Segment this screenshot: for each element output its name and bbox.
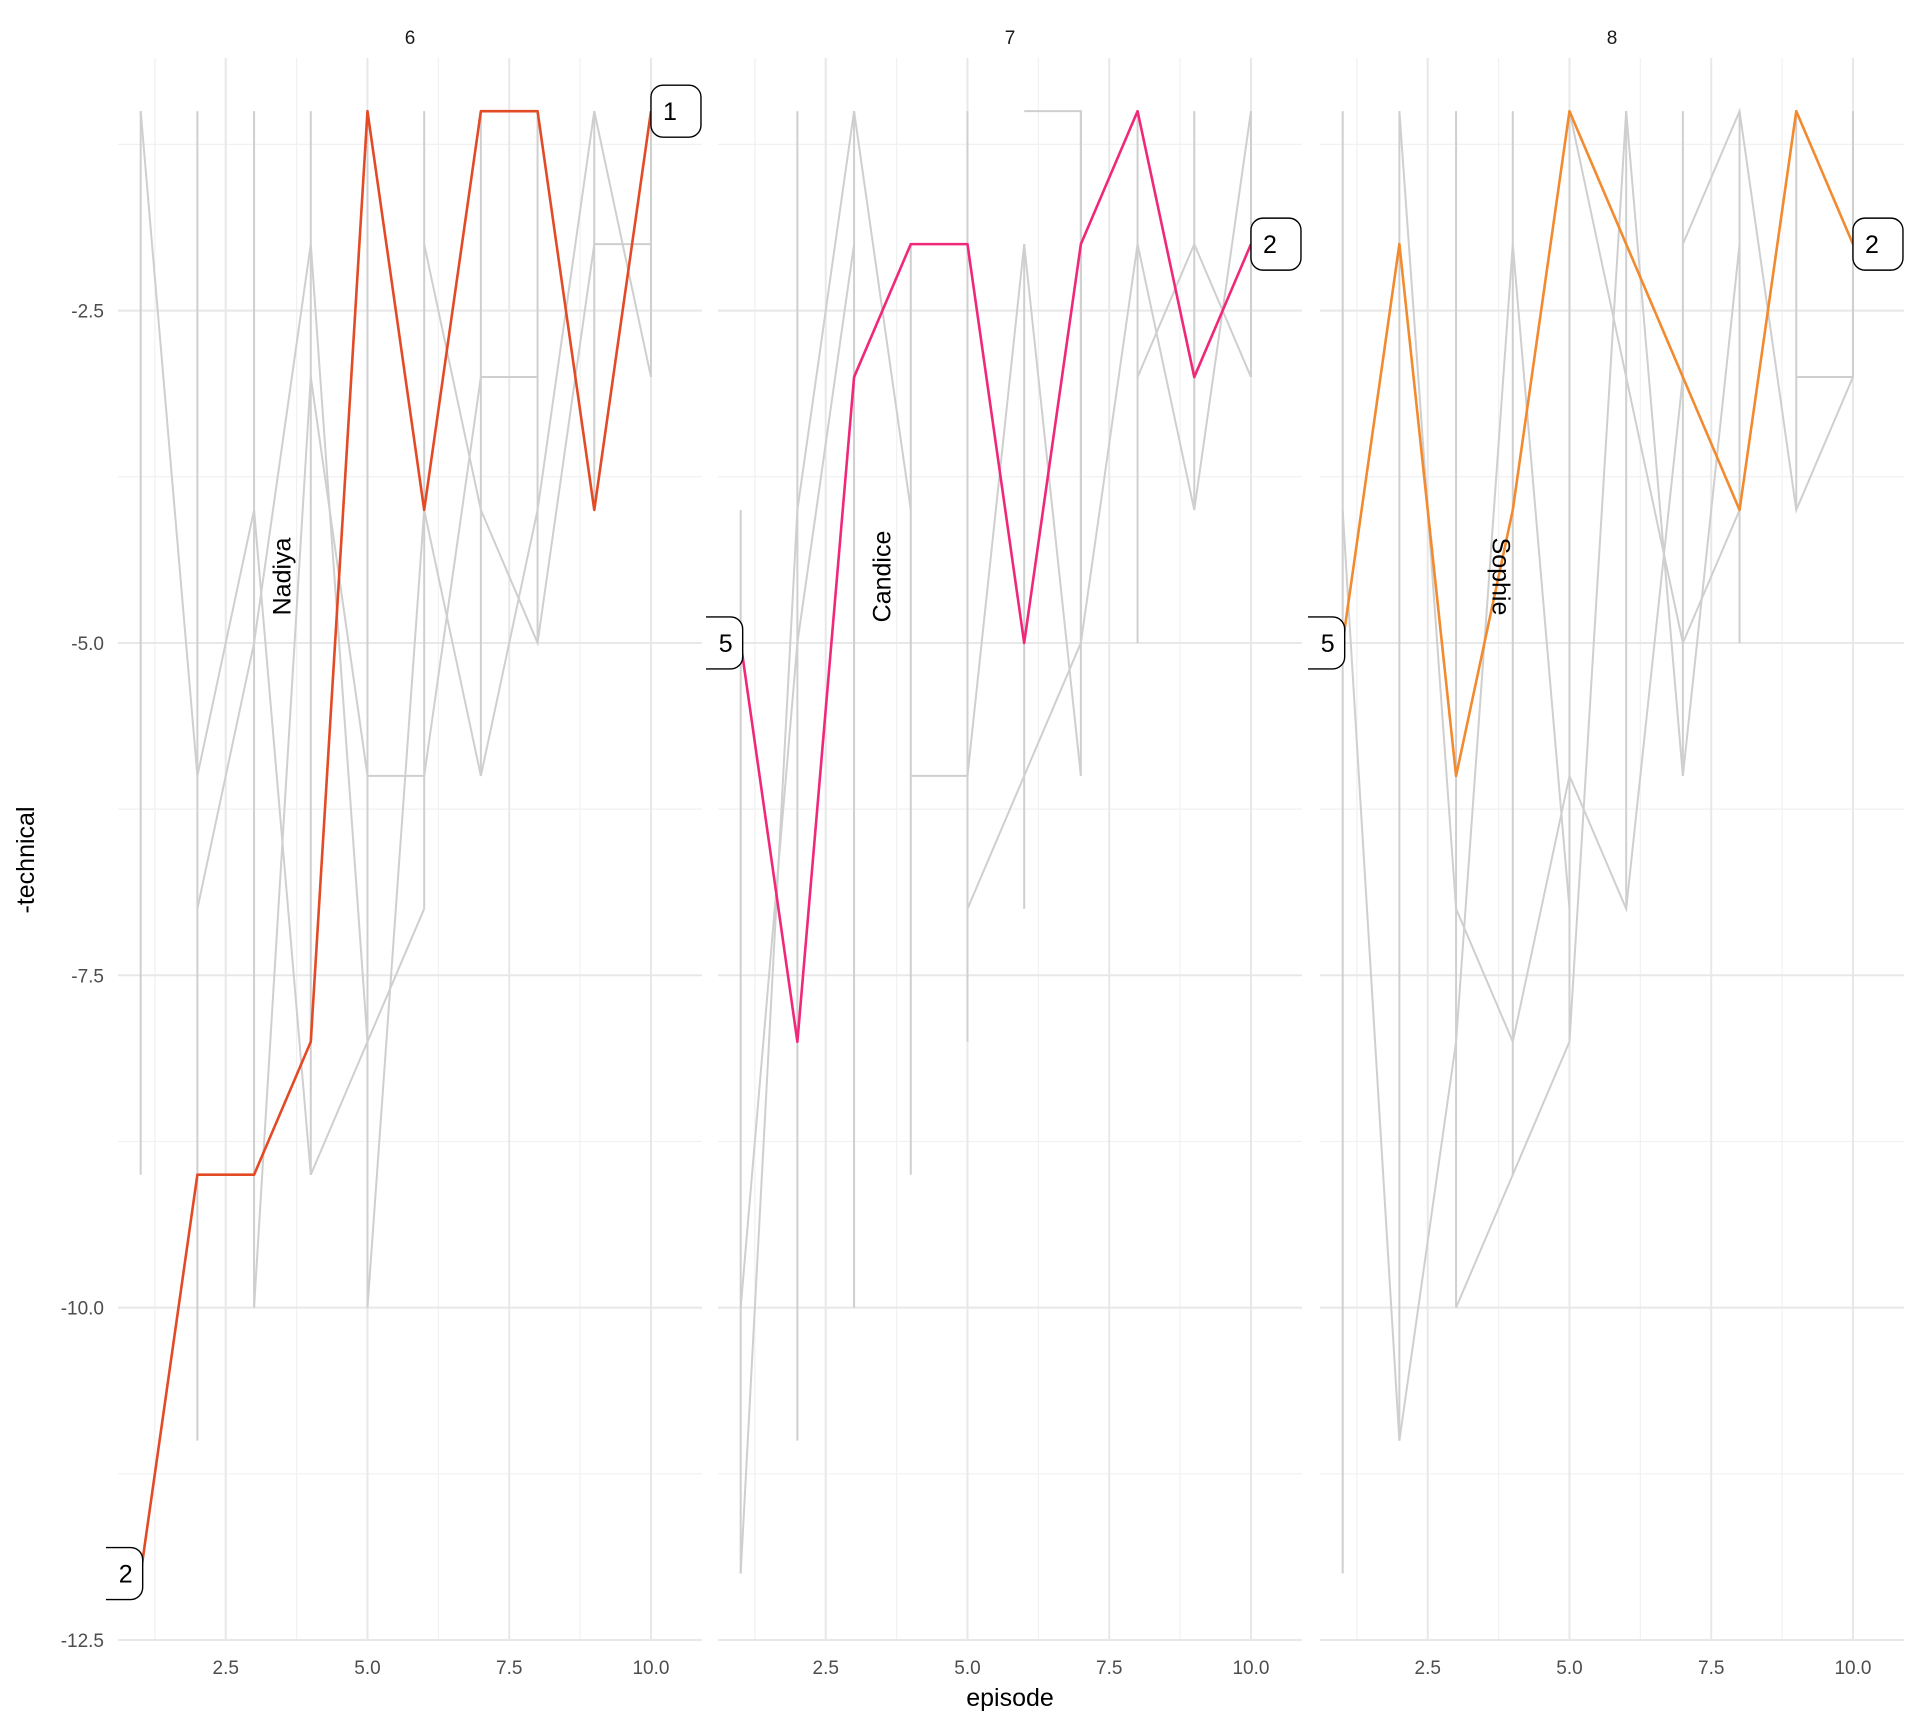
- end-badge-label: 2: [1865, 231, 1879, 259]
- end-badge-box: [650, 84, 702, 138]
- value-badges: 52: [706, 217, 1302, 670]
- y-tick-label: -10.0: [61, 1299, 104, 1320]
- facet-strip-label: 8: [1607, 28, 1618, 49]
- x-tick-label: 10.0: [1834, 1658, 1871, 1679]
- background-series-line: [1024, 110, 1082, 643]
- x-tick-label: 2.5: [813, 1658, 839, 1679]
- background-series-line: [1398, 111, 1684, 1046]
- x-tick-label: 2.5: [1415, 1658, 1441, 1679]
- highlight-series-line-candice: [739, 109, 1253, 1044]
- series-name-label: Nadiya: [268, 537, 296, 615]
- x-tick-label: 5.0: [954, 1658, 980, 1679]
- background-series-line: [966, 111, 1252, 910]
- background-series-line: [1511, 110, 1798, 647]
- x-tick-label: 5.0: [1556, 1658, 1582, 1679]
- background-series-line: [1455, 111, 1741, 1309]
- x-tick-label: 10.0: [1232, 1658, 1269, 1679]
- end-badge-box: [1250, 217, 1302, 271]
- start-badge-label: 2: [119, 1561, 133, 1589]
- y-tick-label: -12.5: [61, 1631, 104, 1652]
- end-badge-label: 2: [1263, 231, 1277, 259]
- y-axis-ticks: -2.5 -5.0 -7.5 -10.0 -12.5: [61, 302, 104, 1652]
- background-series-line: [910, 244, 1082, 777]
- start-badge: 21: [106, 84, 702, 1601]
- x-axis-title: episode: [966, 1684, 1054, 1712]
- x-tick-label: 7.5: [1698, 1658, 1724, 1679]
- x-tick-label: 2.5: [213, 1658, 239, 1679]
- highlight-series-line-sophie: [1341, 109, 1855, 778]
- value-badges: 21: [106, 84, 702, 1601]
- y-tick-label: -2.5: [71, 302, 104, 323]
- start-badge-label: 5: [719, 630, 733, 658]
- series-name-label: Sophie: [1486, 538, 1514, 616]
- background-series-line: [253, 376, 538, 1308]
- background-series-line: [366, 110, 652, 1308]
- x-tick-label: 10.0: [632, 1658, 669, 1679]
- start-badge-box: [1308, 616, 1346, 670]
- facet-strip-label: 6: [405, 28, 416, 49]
- start-badge: 52: [706, 217, 1302, 670]
- series-name-label: Candice: [868, 531, 896, 623]
- highlight-series-line-nadiya: [139, 109, 653, 1574]
- background-series-group: [739, 110, 1252, 1574]
- y-tick-label: -5.0: [71, 634, 104, 655]
- x-tick-label: 7.5: [1096, 1658, 1122, 1679]
- start-badge-box: [706, 616, 744, 670]
- y-tick-label: -7.5: [71, 966, 104, 987]
- x-tick-label: 5.0: [354, 1658, 380, 1679]
- value-badges: 52: [1308, 217, 1904, 670]
- start-badge: 52: [1308, 217, 1904, 670]
- end-badge-box: [1852, 217, 1904, 271]
- start-badge-box: [106, 1546, 144, 1601]
- y-axis-title: -technical: [12, 807, 40, 914]
- x-tick-label: 7.5: [496, 1658, 522, 1679]
- facet-strip-label: 7: [1005, 28, 1016, 49]
- background-series-group: [1341, 107, 1854, 1574]
- start-badge-label: 5: [1321, 630, 1335, 658]
- background-series-group: [139, 110, 652, 1441]
- end-badge-label: 1: [663, 98, 677, 126]
